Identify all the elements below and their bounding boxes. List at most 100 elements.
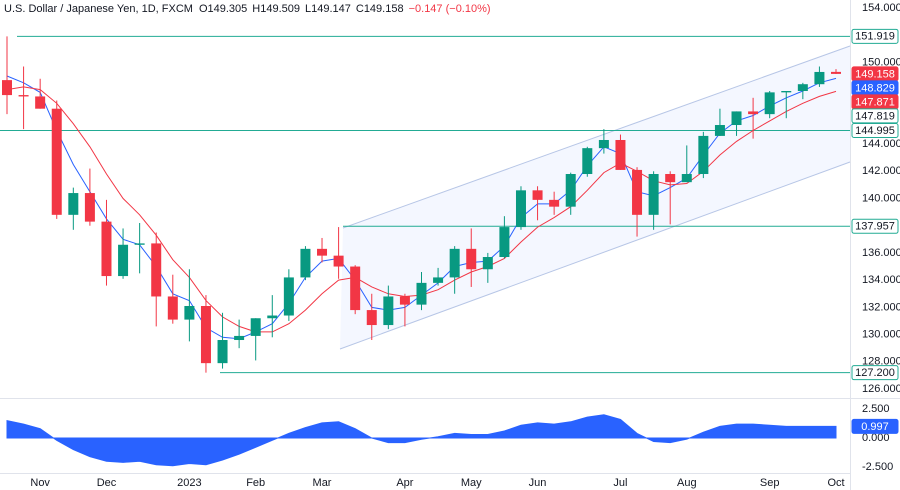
candle-body <box>200 305 211 364</box>
y-tick-label: 144.000 <box>862 138 900 150</box>
candle-body <box>167 296 178 320</box>
candle-body <box>797 84 808 92</box>
candle-body <box>18 95 29 97</box>
y-tick-label: 134.000 <box>862 274 900 286</box>
osc-tick-label: -2.500 <box>862 461 893 473</box>
x-tick-label: Aug <box>677 477 697 489</box>
level-label-box <box>851 365 899 381</box>
candle-body <box>698 135 709 175</box>
x-tick-label: Jun <box>529 477 547 489</box>
candle-body <box>68 193 79 215</box>
chart-title: U.S. Dollar / Japanese Yen, 1D, FXCM <box>4 3 193 15</box>
y-tick-label: 142.000 <box>862 165 900 177</box>
candle-body <box>731 111 742 126</box>
candle-body <box>814 71 825 85</box>
candle-body <box>648 174 659 215</box>
candle-body <box>764 92 775 115</box>
candle-body <box>565 174 576 207</box>
ohlc-value: C149.158 <box>356 3 404 15</box>
x-tick-label: 2023 <box>177 477 201 489</box>
candle-body <box>748 111 759 115</box>
candle-body <box>35 96 46 109</box>
ohlc-value: O149.305 <box>199 3 247 15</box>
y-tick-label: 128.000 <box>862 356 900 368</box>
y-tick-label: 140.000 <box>862 192 900 204</box>
price-label: 147.871 <box>851 94 899 110</box>
level-label-box <box>851 123 899 139</box>
candle-body <box>831 71 841 74</box>
oscillator-area <box>6 414 837 467</box>
ohlc-value: H149.509 <box>252 3 300 15</box>
candle-body <box>549 199 560 207</box>
candle-body <box>234 335 245 341</box>
candle-body <box>482 257 493 270</box>
candle-body <box>300 248 311 278</box>
x-tick-label: Nov <box>30 477 50 489</box>
candle-body <box>466 248 477 270</box>
channel-upper <box>342 45 851 229</box>
candle-body <box>499 227 510 258</box>
channel-lower <box>339 161 851 350</box>
oscillator-value-label-box <box>851 418 899 434</box>
price-label-text: 149.158 <box>855 68 895 80</box>
price-label-text-box <box>851 108 899 124</box>
x-tick-label: May <box>461 477 482 489</box>
candle-body <box>681 174 692 183</box>
candle-body <box>317 248 328 256</box>
price-label-text: 147.871 <box>855 96 895 108</box>
y-tick-label: 126.000 <box>862 383 900 395</box>
y-tick-label: 136.000 <box>862 247 900 259</box>
candle-body <box>51 108 62 215</box>
candle-body <box>714 125 725 136</box>
level-label: 144.995 <box>855 125 895 137</box>
candle-body <box>632 169 643 215</box>
candle-body <box>416 282 427 305</box>
candle-body <box>151 243 162 297</box>
x-tick-label: Apr <box>396 477 413 489</box>
x-tick-label: Sep <box>760 477 780 489</box>
candle-body <box>582 148 593 175</box>
y-tick-label: 150.000 <box>862 56 900 68</box>
x-tick-label: Oct <box>827 477 844 489</box>
level-label: 127.200 <box>855 367 895 379</box>
x-tick-label: Feb <box>246 477 265 489</box>
candle-body <box>267 315 278 319</box>
price-label-text: 147.819 <box>855 110 895 122</box>
y-tick-label: 132.000 <box>862 301 900 313</box>
candle-body <box>118 244 129 277</box>
candle-body <box>250 318 261 336</box>
candle-body <box>84 193 95 222</box>
osc-tick-label: 0.000 <box>862 432 890 444</box>
candle-body <box>366 310 377 326</box>
level-label-box <box>851 218 899 234</box>
candle-body <box>399 296 410 305</box>
candle-body <box>333 255 344 267</box>
candle-body <box>515 190 526 228</box>
levels <box>0 35 850 374</box>
candle-body <box>350 266 361 311</box>
y-tick-label: 154.000 <box>862 2 900 14</box>
candle-body <box>217 340 228 364</box>
axes: 154.000 150.000 144.000 142.000 140.000 136.0… <box>30 2 900 489</box>
candle-body <box>598 139 609 149</box>
candle-body <box>134 243 145 245</box>
candle-body <box>665 174 676 183</box>
header-values: O149.305 H149.509 L149.147 C149.158 −0.147 (… <box>199 3 491 15</box>
price-label: 149.158 <box>851 66 899 82</box>
y-tick-label: 130.000 <box>862 328 900 340</box>
price-label: 148.829 <box>851 80 899 96</box>
candle-body <box>781 91 792 93</box>
level-label: 151.919 <box>855 31 895 43</box>
change-value: −0.147 (−0.10%) <box>409 3 491 15</box>
candle-body <box>449 248 460 278</box>
osc-tick-label: 2.500 <box>862 403 890 415</box>
level-label-box <box>851 28 899 44</box>
price-label-text: 148.829 <box>855 82 895 94</box>
price-label: 147.819 <box>851 108 899 124</box>
candle-body <box>615 139 626 170</box>
candle-body <box>433 277 444 283</box>
x-tick-label: Dec <box>97 477 117 489</box>
candle-body <box>283 277 294 316</box>
